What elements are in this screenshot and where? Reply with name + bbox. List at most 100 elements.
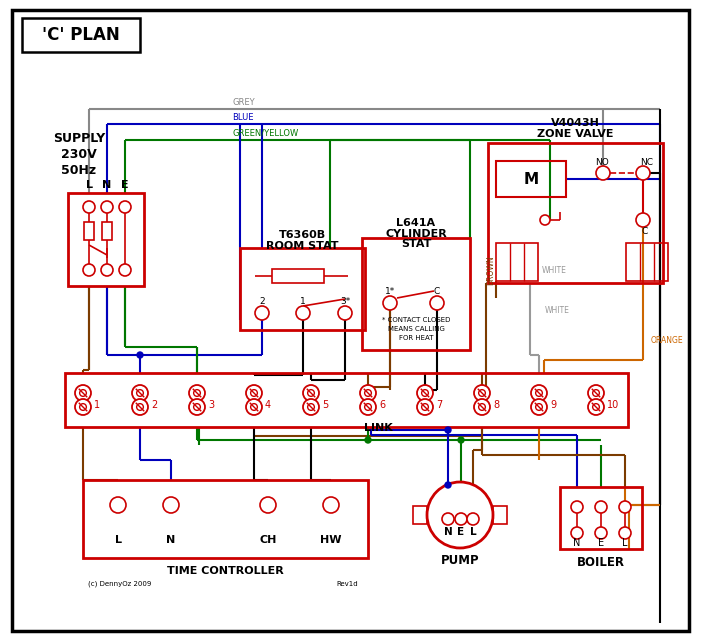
Text: 4: 4 bbox=[265, 400, 271, 410]
Text: TIME CONTROLLER: TIME CONTROLLER bbox=[166, 566, 284, 576]
Circle shape bbox=[458, 437, 464, 443]
Text: STAT: STAT bbox=[401, 239, 431, 249]
Circle shape bbox=[596, 166, 610, 180]
Bar bbox=[22, 18, 140, 52]
Circle shape bbox=[110, 497, 126, 513]
Bar bbox=[362, 238, 470, 350]
Text: L: L bbox=[114, 535, 121, 545]
Text: CH: CH bbox=[259, 535, 277, 545]
Text: 'C' PLAN: 'C' PLAN bbox=[42, 26, 120, 44]
Text: * CONTACT CLOSED: * CONTACT CLOSED bbox=[382, 317, 450, 323]
Circle shape bbox=[132, 385, 148, 401]
Circle shape bbox=[137, 352, 143, 358]
Text: NC: NC bbox=[640, 158, 653, 167]
Circle shape bbox=[260, 497, 276, 513]
Bar bbox=[626, 243, 668, 281]
Text: 3: 3 bbox=[208, 400, 214, 410]
Circle shape bbox=[194, 404, 200, 410]
Circle shape bbox=[137, 390, 143, 396]
Circle shape bbox=[137, 404, 143, 410]
Bar bbox=[272, 269, 324, 283]
Circle shape bbox=[479, 404, 485, 410]
Circle shape bbox=[455, 513, 467, 525]
Circle shape bbox=[75, 399, 91, 415]
Circle shape bbox=[251, 390, 258, 396]
Circle shape bbox=[595, 527, 607, 539]
Text: 8: 8 bbox=[493, 400, 499, 410]
Bar bbox=[413, 506, 427, 524]
Circle shape bbox=[536, 390, 543, 396]
Text: WHITE: WHITE bbox=[542, 265, 567, 274]
Circle shape bbox=[323, 497, 339, 513]
Text: N: N bbox=[574, 538, 581, 548]
Circle shape bbox=[536, 404, 543, 410]
Bar bbox=[488, 143, 663, 283]
Circle shape bbox=[619, 527, 631, 539]
Circle shape bbox=[571, 527, 583, 539]
Bar bbox=[560, 487, 642, 549]
Text: ROOM STAT: ROOM STAT bbox=[266, 241, 338, 251]
Circle shape bbox=[467, 513, 479, 525]
Circle shape bbox=[588, 385, 604, 401]
Bar bbox=[496, 243, 538, 281]
Circle shape bbox=[595, 501, 607, 513]
Circle shape bbox=[592, 390, 600, 396]
Bar bbox=[83, 480, 368, 558]
Circle shape bbox=[119, 201, 131, 213]
Text: LINK: LINK bbox=[364, 423, 392, 433]
Text: GREEN/YELLOW: GREEN/YELLOW bbox=[232, 128, 298, 138]
Circle shape bbox=[119, 264, 131, 276]
Text: 2: 2 bbox=[259, 297, 265, 306]
Text: L: L bbox=[622, 538, 628, 548]
Text: MEANS CALLING: MEANS CALLING bbox=[388, 326, 444, 332]
Text: T6360B: T6360B bbox=[279, 230, 326, 240]
Circle shape bbox=[303, 399, 319, 415]
Bar bbox=[102, 222, 112, 240]
Text: Rev1d: Rev1d bbox=[336, 581, 358, 587]
Circle shape bbox=[101, 264, 113, 276]
Text: ORANGE: ORANGE bbox=[651, 335, 684, 344]
Text: 1*: 1* bbox=[385, 287, 395, 296]
Circle shape bbox=[79, 404, 86, 410]
Circle shape bbox=[360, 399, 376, 415]
Text: CYLINDER: CYLINDER bbox=[385, 229, 447, 239]
Circle shape bbox=[417, 385, 433, 401]
Circle shape bbox=[383, 296, 397, 310]
Text: V4043H: V4043H bbox=[550, 118, 600, 128]
Bar bbox=[65, 373, 628, 427]
Circle shape bbox=[619, 501, 631, 513]
Text: E: E bbox=[121, 180, 128, 190]
Bar bbox=[240, 248, 365, 330]
Text: N: N bbox=[444, 527, 452, 537]
Circle shape bbox=[445, 482, 451, 488]
Text: BOILER: BOILER bbox=[577, 556, 625, 569]
Text: (c) DennyOz 2009: (c) DennyOz 2009 bbox=[88, 581, 152, 587]
Circle shape bbox=[75, 385, 91, 401]
Circle shape bbox=[636, 213, 650, 227]
Circle shape bbox=[307, 390, 314, 396]
Circle shape bbox=[360, 385, 376, 401]
Text: 6: 6 bbox=[379, 400, 385, 410]
Text: L: L bbox=[86, 180, 93, 190]
Text: N: N bbox=[166, 535, 176, 545]
Text: NO: NO bbox=[595, 158, 609, 167]
Circle shape bbox=[101, 201, 113, 213]
Text: E: E bbox=[598, 538, 604, 548]
Circle shape bbox=[79, 390, 86, 396]
Circle shape bbox=[338, 306, 352, 320]
Text: HW: HW bbox=[320, 535, 342, 545]
Circle shape bbox=[246, 385, 262, 401]
Circle shape bbox=[531, 385, 547, 401]
Circle shape bbox=[417, 399, 433, 415]
Text: N: N bbox=[102, 180, 112, 190]
Circle shape bbox=[427, 482, 493, 548]
Circle shape bbox=[422, 404, 428, 410]
Circle shape bbox=[83, 264, 95, 276]
Text: BROWN: BROWN bbox=[486, 255, 496, 285]
Circle shape bbox=[588, 399, 604, 415]
Circle shape bbox=[365, 437, 371, 443]
Circle shape bbox=[364, 390, 371, 396]
Circle shape bbox=[592, 404, 600, 410]
Text: GREY: GREY bbox=[232, 97, 255, 106]
Text: M: M bbox=[524, 172, 538, 187]
